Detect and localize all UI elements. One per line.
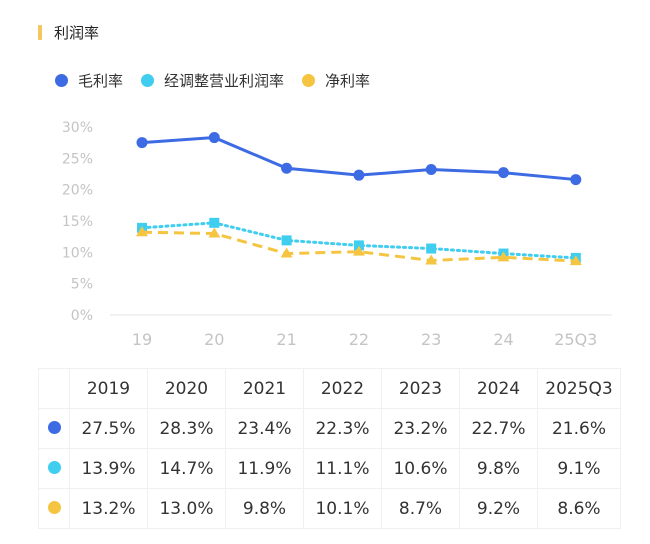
y-tick-label: 0% — [71, 308, 93, 324]
legend-dot-icon — [141, 74, 155, 87]
x-tick-label: 22 — [349, 330, 369, 349]
series-dot-icon — [47, 500, 61, 514]
table-cell: 13.9% — [69, 448, 148, 489]
data-point — [426, 243, 437, 254]
y-tick-label: 20% — [62, 183, 93, 199]
table-cell: 21.6% — [537, 408, 621, 449]
x-tick-label: 23 — [421, 330, 441, 349]
data-table: 2019 2020 2021 2022 2023 2024 2025Q3 27.5% 28.3%… — [38, 368, 621, 529]
table-cell: 22.7% — [459, 408, 538, 449]
y-tick-label: 30% — [62, 120, 93, 136]
series-key — [38, 408, 70, 449]
table-cell: 9.8% — [225, 488, 304, 529]
series-dot-icon — [47, 460, 61, 474]
table-row: 13.2% 13.0% 9.8% 10.1% 8.7% 9.2% 8.6% — [38, 488, 621, 529]
legend-dot-icon — [55, 74, 68, 87]
data-point — [497, 251, 510, 262]
table-cell: 9.8% — [459, 448, 538, 489]
data-point — [353, 169, 365, 181]
data-point — [136, 226, 148, 237]
line-chart: 0% 5% 10% 15% 20% 25% 30% 19 20 21 22 23 24 25Q3 — [62, 120, 612, 349]
data-point — [498, 167, 509, 179]
table-cell: 13.0% — [147, 488, 226, 529]
table-cell: 9.1% — [537, 448, 621, 489]
y-tick-label: 5% — [71, 277, 93, 293]
x-tick-label: 19 — [132, 330, 152, 349]
series-key — [38, 448, 70, 489]
table-row: 27.5% 28.3% 23.4% 22.3% 23.2% 22.7% 21.6% — [38, 408, 621, 449]
legend-label: 经调整营业利润率 — [164, 72, 285, 90]
table-cell: 11.1% — [303, 448, 382, 489]
series-dot-icon — [47, 420, 61, 434]
table-cell: 14.7% — [147, 448, 226, 489]
column-header: 2019 — [69, 368, 148, 409]
column-header: 2023 — [381, 368, 460, 409]
table-cell: 13.2% — [69, 488, 148, 529]
column-header: 2020 — [147, 368, 226, 409]
data-point — [281, 162, 293, 174]
series-key — [38, 488, 70, 529]
table-cell: 8.7% — [381, 488, 460, 529]
data-point — [425, 164, 437, 176]
section-title: 利润率 — [38, 22, 99, 43]
legend-item[interactable]: 毛利率 — [55, 70, 123, 91]
table-cell: 10.1% — [303, 488, 382, 529]
data-point — [280, 247, 293, 258]
data-point — [352, 245, 365, 256]
data-point — [569, 255, 582, 266]
table-cell: 23.4% — [225, 408, 304, 449]
x-tick-label: 24 — [493, 330, 513, 349]
column-header: 2022 — [303, 368, 382, 409]
table-row: 13.9% 14.7% 11.9% 11.1% 10.6% 9.8% 9.1% — [38, 448, 621, 489]
data-point — [281, 235, 292, 246]
column-header: 2024 — [459, 368, 538, 409]
legend-item[interactable]: 净利率 — [302, 70, 370, 91]
column-header: 2021 — [225, 368, 304, 409]
table-cell: 28.3% — [147, 408, 226, 449]
table-cell: 8.6% — [537, 488, 621, 529]
legend-label: 净利率 — [325, 72, 371, 90]
data-point — [136, 137, 148, 149]
data-point — [353, 240, 364, 251]
y-tick-label: 10% — [62, 245, 93, 261]
legend: 毛利率 经调整营业利润率 净利率 — [55, 70, 388, 91]
table-cell: 11.9% — [225, 448, 304, 489]
table-cell: 9.2% — [459, 488, 538, 529]
column-header: 2025Q3 — [537, 368, 621, 409]
x-tick-label: 25Q3 — [554, 330, 597, 349]
x-tick-label: 21 — [276, 330, 296, 349]
table-cell: 27.5% — [69, 408, 148, 449]
data-point — [208, 227, 221, 238]
table-cell: 23.2% — [381, 408, 460, 449]
y-tick-label: 15% — [62, 214, 93, 230]
data-point — [425, 254, 438, 265]
title-accent-bar — [38, 25, 42, 40]
table-cell: 10.6% — [381, 448, 460, 489]
legend-item[interactable]: 经调整营业利润率 — [141, 70, 284, 91]
table-header-row: 2019 2020 2021 2022 2023 2024 2025Q3 — [38, 368, 621, 409]
data-point — [208, 132, 220, 144]
y-tick-label: 25% — [62, 151, 93, 167]
corner-cell — [38, 368, 70, 409]
table-cell: 22.3% — [303, 408, 382, 449]
x-tick-label: 20 — [204, 330, 224, 349]
legend-dot-icon — [302, 74, 316, 87]
data-point — [209, 217, 220, 228]
data-point — [570, 174, 582, 186]
legend-label: 毛利率 — [78, 72, 124, 90]
